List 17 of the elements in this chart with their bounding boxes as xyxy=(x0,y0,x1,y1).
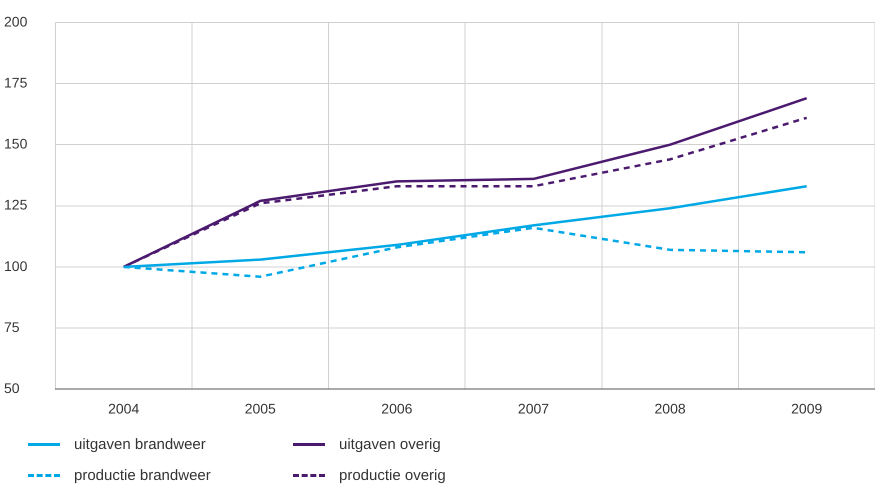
x-tick-label: 2006 xyxy=(381,400,413,416)
x-tick-label: 2008 xyxy=(654,400,686,416)
y-tick-label: 75 xyxy=(4,318,20,335)
y-tick-label: 200 xyxy=(4,13,28,30)
x-tick-label: 2007 xyxy=(518,400,550,416)
y-tick-label: 100 xyxy=(4,258,28,274)
legend-label: uitgaven overig xyxy=(339,436,441,453)
x-tick-label: 2005 xyxy=(244,400,276,416)
y-tick-label: 125 xyxy=(4,196,28,213)
legend-label: productie brandweer xyxy=(74,467,211,484)
legend-label: uitgaven brandweer xyxy=(74,436,206,453)
y-tick-label: 150 xyxy=(4,136,28,152)
y-tick-label: 50 xyxy=(4,380,20,396)
y-tick-label: 175 xyxy=(4,74,28,90)
x-tick-label: 2009 xyxy=(791,400,822,416)
legend-label: productie overig xyxy=(339,467,446,484)
x-tick-label: 2004 xyxy=(108,400,140,416)
